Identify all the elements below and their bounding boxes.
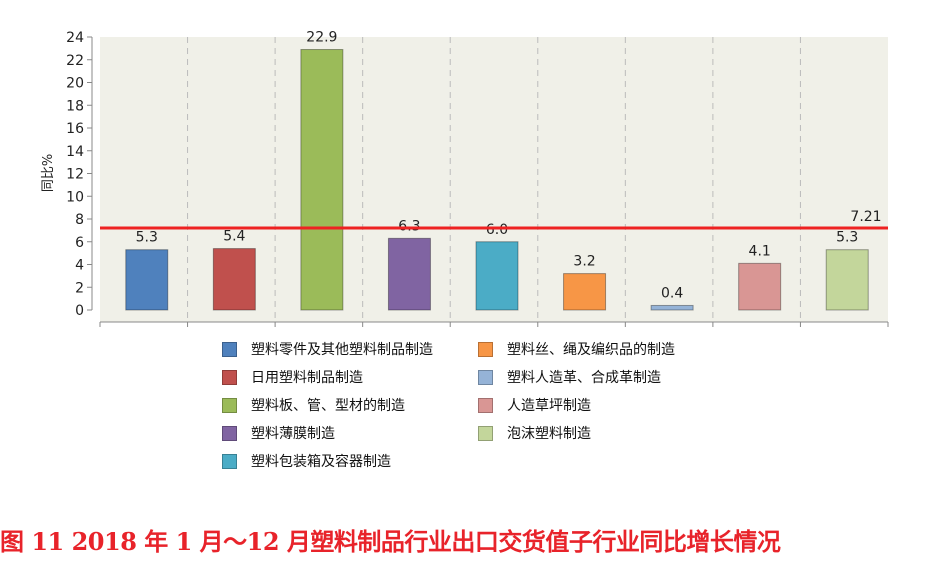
bar bbox=[650, 304, 694, 311]
y-tick-label: 14 bbox=[66, 144, 84, 160]
bar bbox=[125, 249, 169, 311]
legend-label: 人造草坪制造 bbox=[507, 398, 591, 414]
legend-swatch bbox=[478, 341, 493, 357]
bar bbox=[300, 49, 344, 311]
y-tick-label: 8 bbox=[75, 212, 84, 228]
data-labels: 5.3 5.4 22.9 6.3 6.0 3.2 0.4 4.1 5.3 bbox=[136, 30, 859, 302]
y-tick-label: 22 bbox=[66, 53, 84, 69]
data-label: 5.4 bbox=[223, 229, 245, 245]
y-tick-label: 2 bbox=[75, 280, 84, 296]
legend-label: 塑料丝、绳及编织品的制造 bbox=[507, 342, 675, 358]
legend-label: 塑料零件及其他塑料制品制造 bbox=[251, 342, 433, 358]
legend-label: 塑料人造革、合成革制造 bbox=[507, 370, 661, 386]
data-label: 3.2 bbox=[573, 254, 595, 270]
legend-item: 塑料人造革、合成革制造 bbox=[478, 367, 661, 387]
bar bbox=[563, 273, 607, 311]
bar bbox=[825, 249, 869, 311]
legend-swatch bbox=[222, 453, 237, 469]
legend-label: 日用塑料制品制造 bbox=[251, 370, 363, 386]
data-label: 22.9 bbox=[306, 30, 337, 46]
data-label: 5.3 bbox=[136, 230, 158, 246]
legend-swatch bbox=[478, 425, 493, 441]
bar bbox=[738, 262, 782, 311]
legend-label: 塑料板、管、型材的制造 bbox=[251, 398, 405, 414]
legend-item: 塑料薄膜制造 bbox=[222, 423, 335, 443]
legend-swatch bbox=[222, 425, 237, 441]
legend-item: 塑料包装箱及容器制造 bbox=[222, 451, 391, 471]
data-label: 5.3 bbox=[836, 230, 858, 246]
reference-line-label: 7.21 bbox=[850, 209, 881, 225]
y-tick-label: 12 bbox=[66, 167, 84, 183]
y-axis-label: 同比% bbox=[41, 154, 56, 192]
legend-item: 塑料零件及其他塑料制品制造 bbox=[222, 339, 433, 359]
legend-swatch bbox=[222, 369, 237, 385]
y-tick-label: 20 bbox=[66, 76, 84, 92]
legend-label: 泡沫塑料制造 bbox=[507, 426, 591, 442]
figure-caption: 图 11 2018 年 1 月～12 月塑料制品行业出口交货值子行业同比增长情况 bbox=[0, 527, 781, 556]
legend-label: 塑料薄膜制造 bbox=[251, 426, 335, 442]
bar bbox=[475, 241, 519, 311]
y-tick-label: 16 bbox=[66, 121, 84, 137]
y-tick-label: 4 bbox=[75, 258, 84, 274]
bars bbox=[125, 49, 869, 311]
legend-item: 塑料板、管、型材的制造 bbox=[222, 395, 405, 415]
legend-item: 日用塑料制品制造 bbox=[222, 367, 363, 387]
bar bbox=[387, 237, 431, 311]
bar bbox=[212, 248, 256, 311]
legend-item: 人造草坪制造 bbox=[478, 395, 591, 415]
legend-swatch bbox=[478, 397, 493, 413]
data-label: 6.0 bbox=[486, 222, 508, 238]
y-tick-label: 18 bbox=[66, 98, 84, 114]
legend-label: 塑料包装箱及容器制造 bbox=[251, 454, 391, 470]
y-tick-label: 6 bbox=[75, 235, 84, 251]
vertical-gridlines bbox=[187, 37, 801, 322]
data-label: 0.4 bbox=[661, 285, 683, 301]
data-label: 4.1 bbox=[749, 243, 771, 259]
legend-swatch bbox=[478, 369, 493, 385]
legend-swatch bbox=[222, 341, 237, 357]
legend-swatch bbox=[222, 397, 237, 413]
y-tick-label: 10 bbox=[66, 189, 84, 205]
data-label: 6.3 bbox=[398, 218, 420, 234]
legend-item: 泡沫塑料制造 bbox=[478, 423, 591, 443]
y-tick-label: 24 bbox=[66, 30, 84, 46]
legend-item: 塑料丝、绳及编织品的制造 bbox=[478, 339, 675, 359]
y-tick-label: 0 bbox=[75, 303, 84, 319]
